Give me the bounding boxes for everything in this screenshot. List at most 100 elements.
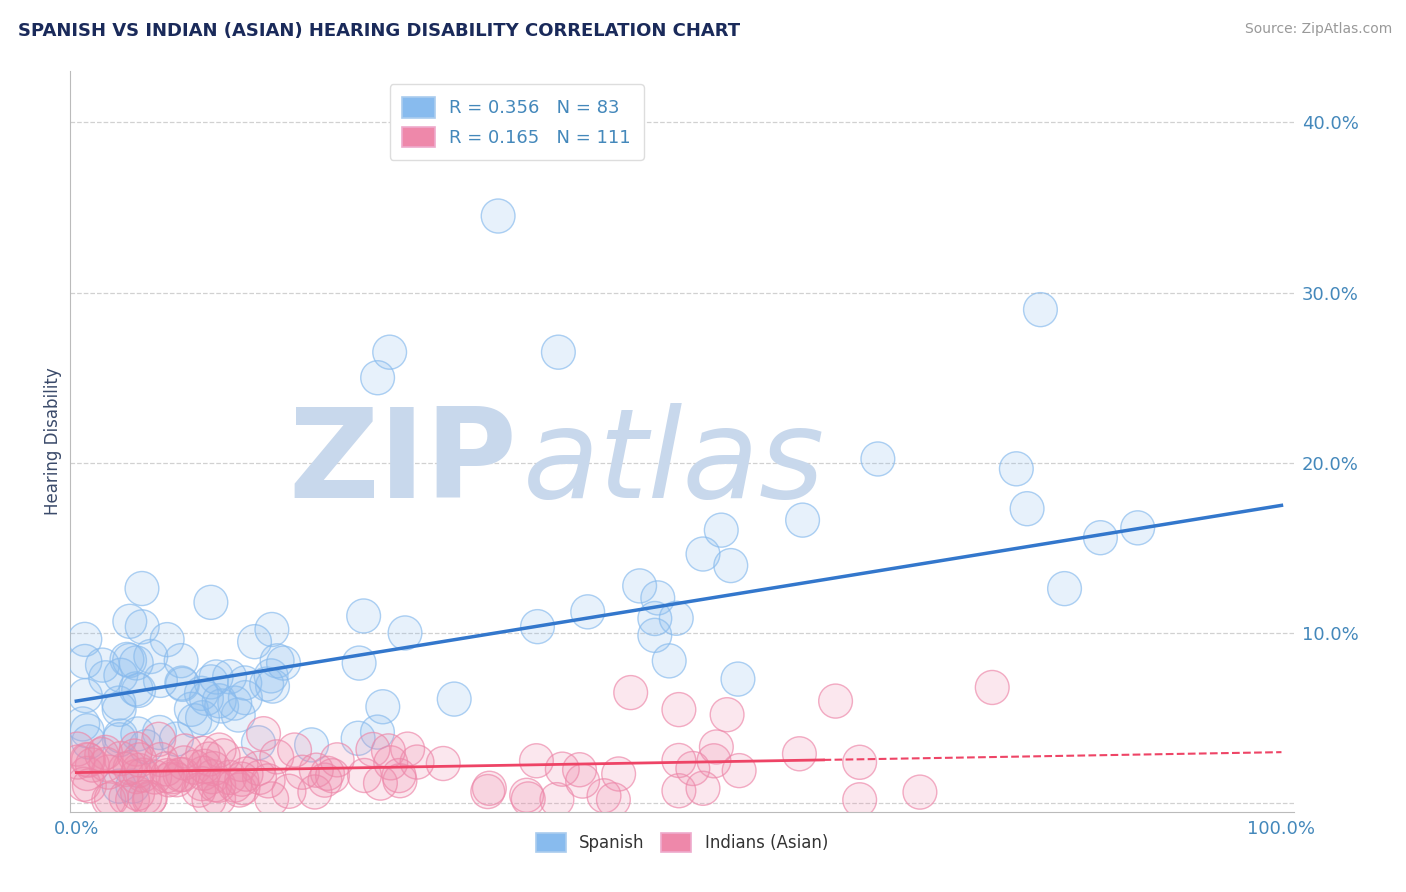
Ellipse shape — [228, 681, 262, 714]
Ellipse shape — [187, 756, 221, 790]
Ellipse shape — [187, 749, 221, 783]
Ellipse shape — [652, 644, 686, 678]
Ellipse shape — [114, 750, 148, 785]
Ellipse shape — [70, 756, 104, 790]
Ellipse shape — [128, 780, 162, 814]
Ellipse shape — [614, 675, 648, 710]
Ellipse shape — [150, 623, 184, 657]
Ellipse shape — [166, 757, 200, 791]
Ellipse shape — [142, 715, 176, 749]
Ellipse shape — [481, 199, 515, 233]
Ellipse shape — [138, 760, 172, 794]
Ellipse shape — [512, 782, 546, 816]
Ellipse shape — [167, 746, 201, 780]
Ellipse shape — [129, 730, 163, 764]
Ellipse shape — [149, 752, 183, 786]
Ellipse shape — [285, 756, 319, 789]
Ellipse shape — [360, 715, 394, 749]
Ellipse shape — [565, 764, 599, 798]
Ellipse shape — [115, 769, 149, 803]
Ellipse shape — [347, 599, 381, 633]
Ellipse shape — [143, 742, 177, 777]
Ellipse shape — [76, 748, 110, 782]
Ellipse shape — [252, 764, 285, 797]
Ellipse shape — [72, 743, 105, 777]
Ellipse shape — [401, 745, 434, 779]
Ellipse shape — [638, 601, 672, 635]
Ellipse shape — [426, 747, 460, 780]
Ellipse shape — [94, 781, 128, 816]
Ellipse shape — [1084, 521, 1118, 555]
Ellipse shape — [308, 764, 342, 797]
Ellipse shape — [315, 759, 349, 793]
Ellipse shape — [471, 774, 505, 808]
Ellipse shape — [184, 676, 218, 710]
Ellipse shape — [134, 780, 167, 814]
Ellipse shape — [842, 783, 876, 817]
Ellipse shape — [202, 733, 236, 767]
Ellipse shape — [700, 730, 734, 764]
Ellipse shape — [298, 775, 332, 809]
Ellipse shape — [127, 758, 160, 792]
Ellipse shape — [623, 569, 657, 603]
Ellipse shape — [371, 734, 405, 768]
Ellipse shape — [228, 666, 262, 700]
Ellipse shape — [1121, 511, 1154, 545]
Ellipse shape — [373, 335, 406, 369]
Ellipse shape — [110, 642, 143, 676]
Ellipse shape — [243, 760, 277, 795]
Ellipse shape — [278, 733, 312, 767]
Ellipse shape — [342, 722, 375, 756]
Ellipse shape — [122, 754, 156, 788]
Text: Source: ZipAtlas.com: Source: ZipAtlas.com — [1244, 22, 1392, 37]
Ellipse shape — [242, 751, 276, 785]
Ellipse shape — [676, 751, 710, 786]
Ellipse shape — [91, 783, 125, 817]
Ellipse shape — [723, 754, 756, 788]
Ellipse shape — [212, 660, 246, 694]
Legend: Spanish, Indians (Asian): Spanish, Indians (Asian) — [529, 826, 835, 859]
Ellipse shape — [112, 643, 146, 678]
Ellipse shape — [201, 781, 235, 815]
Ellipse shape — [546, 752, 579, 786]
Ellipse shape — [596, 783, 630, 817]
Ellipse shape — [659, 601, 693, 635]
Ellipse shape — [60, 732, 94, 766]
Ellipse shape — [202, 684, 236, 718]
Ellipse shape — [174, 692, 208, 726]
Ellipse shape — [142, 723, 176, 756]
Ellipse shape — [125, 572, 159, 606]
Ellipse shape — [134, 640, 167, 673]
Ellipse shape — [364, 766, 398, 800]
Ellipse shape — [222, 773, 256, 807]
Ellipse shape — [437, 682, 471, 716]
Ellipse shape — [520, 609, 554, 644]
Ellipse shape — [225, 762, 259, 797]
Ellipse shape — [89, 735, 122, 770]
Ellipse shape — [125, 610, 159, 644]
Ellipse shape — [152, 763, 186, 797]
Ellipse shape — [165, 644, 198, 678]
Ellipse shape — [786, 503, 820, 537]
Ellipse shape — [193, 742, 226, 776]
Ellipse shape — [200, 660, 233, 694]
Ellipse shape — [120, 646, 153, 680]
Ellipse shape — [541, 335, 575, 369]
Ellipse shape — [721, 662, 755, 696]
Ellipse shape — [103, 723, 136, 756]
Ellipse shape — [366, 690, 399, 723]
Ellipse shape — [242, 726, 276, 760]
Ellipse shape — [860, 442, 894, 476]
Ellipse shape — [704, 513, 738, 547]
Ellipse shape — [1011, 491, 1045, 525]
Ellipse shape — [221, 698, 254, 732]
Ellipse shape — [104, 658, 138, 692]
Ellipse shape — [190, 681, 224, 715]
Ellipse shape — [254, 613, 288, 647]
Ellipse shape — [226, 771, 260, 805]
Ellipse shape — [66, 707, 100, 741]
Ellipse shape — [104, 741, 138, 775]
Ellipse shape — [662, 743, 696, 778]
Ellipse shape — [361, 360, 395, 395]
Ellipse shape — [382, 758, 416, 793]
